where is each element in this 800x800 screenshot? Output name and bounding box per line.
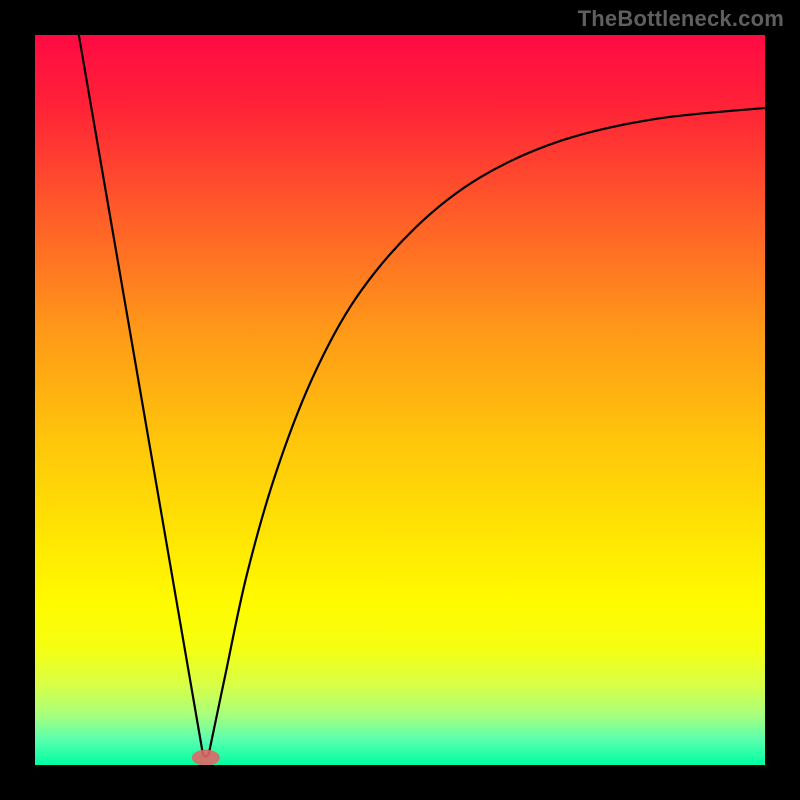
- vertex-marker: [192, 750, 220, 766]
- gradient-plot-area: [35, 35, 765, 765]
- watermark-text: TheBottleneck.com: [578, 6, 784, 32]
- bottleneck-chart: [0, 0, 800, 800]
